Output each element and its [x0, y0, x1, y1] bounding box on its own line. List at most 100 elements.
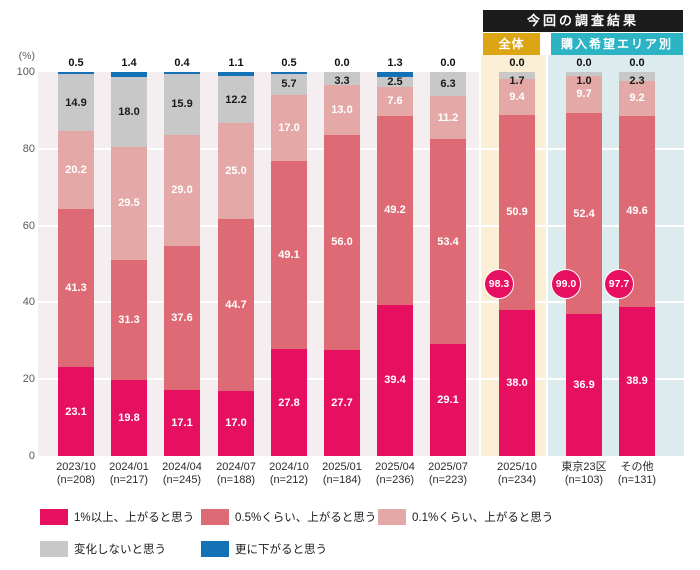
segment-up_1pct [566, 314, 602, 456]
value-label-up_0_5pct: 50.9 [506, 206, 528, 219]
x-axis-label-2025/07: 2025/07 (n=223) [428, 461, 468, 486]
value-label-down: 0.0 [440, 57, 456, 69]
segment-up_0_1pct [566, 75, 602, 114]
value-label-up_0_5pct: 49.2 [384, 204, 406, 217]
value-label-down: 1.3 [387, 57, 403, 69]
x-axis-label-その他: その他 (n=131) [617, 461, 657, 486]
segment-no_change [218, 76, 254, 124]
legend-item-up-1pct: 1%以上、上がると思う [40, 509, 194, 525]
value-label-no_change: 14.9 [65, 96, 87, 109]
total-up-badge: 97.7 [604, 269, 634, 299]
value-label-up_0_5pct: 49.6 [626, 205, 648, 218]
segment-up_1pct [619, 306, 655, 456]
segment-up_0_1pct [377, 86, 413, 116]
value-label-down: 0.5 [281, 57, 297, 69]
value-label-up_0_1pct: 25.0 [225, 165, 247, 178]
value-label-up_0_5pct: 31.3 [118, 313, 140, 326]
segment-up_0_1pct [58, 131, 94, 209]
bar-2025/07: 29.1 53.4 11.2 6.3 0.0 [430, 57, 466, 456]
bar-2024/01: 19.8 31.3 29.5 18.0 1.4 [111, 57, 147, 456]
legend-swatch-up-0-1pct [378, 509, 406, 525]
legend-label: 更に下がると思う [235, 544, 327, 556]
y-axis-tick-60: 60 [22, 219, 35, 232]
segment-up_1pct [430, 344, 466, 456]
legend-label: 1%以上、上がると思う [74, 512, 195, 524]
x-axis-label-2025/10: 2025/10 (n=234) [497, 461, 537, 486]
segment-no_change [566, 72, 602, 76]
segment-no_change [164, 73, 200, 135]
value-label-up_0_5pct: 44.7 [225, 298, 247, 311]
value-label-no_change: 6.3 [440, 78, 456, 91]
value-label-down: 0.0 [509, 57, 525, 69]
value-label-up_0_1pct: 17.0 [278, 122, 300, 135]
bar-東京23区: 36.9 52.4 9.7 1.0 0.0 [566, 57, 602, 456]
value-label-up_0_5pct: 52.4 [573, 207, 595, 220]
y-axis-tick-80: 80 [22, 142, 35, 155]
x-axis-label-2024/10: 2024/10 (n=212) [269, 461, 309, 486]
legend-item-no-change: 変化しないと思う [40, 541, 166, 557]
segment-up_0_5pct [164, 245, 200, 391]
value-label-up_1pct: 39.4 [384, 374, 406, 387]
legend-label: 0.5%くらい、上がると思う [235, 512, 377, 524]
segment-no_change [499, 72, 535, 79]
value-label-up_1pct: 38.0 [506, 377, 528, 390]
legend-swatch-up-1pct [40, 509, 68, 525]
y-axis-tick-20: 20 [22, 373, 35, 386]
segment-no_change [377, 77, 413, 87]
segment-up_1pct [164, 390, 200, 456]
value-label-down: 0.5 [68, 57, 84, 69]
segment-up_0_1pct [271, 95, 307, 161]
segment-up_1pct [271, 349, 307, 456]
y-axis-tick-100: 100 [16, 66, 35, 78]
value-label-up_1pct: 23.1 [65, 405, 87, 418]
value-label-up_1pct: 29.1 [437, 394, 459, 407]
segment-up_1pct [377, 304, 413, 456]
bar-2024/10: 27.8 49.1 17.0 5.7 0.5 [271, 57, 307, 456]
value-label-up_0_5pct: 41.3 [65, 282, 87, 294]
legend-swatch-up-0-5pct [201, 509, 229, 525]
segment-up_0_5pct [271, 160, 307, 350]
segment-up_0_1pct [164, 134, 200, 246]
value-label-no_change: 5.7 [281, 78, 297, 91]
x-axis-label-東京23区: 東京23区 (n=103) [561, 461, 607, 486]
value-label-up_0_1pct: 9.7 [576, 88, 592, 101]
value-label-up_0_1pct: 11.2 [437, 111, 459, 124]
segment-up_0_1pct [619, 80, 655, 117]
y-axis-tick-0: 0 [28, 450, 35, 462]
x-axis-label-2024/04: 2024/04 (n=245) [162, 461, 202, 486]
value-label-up_0_5pct: 37.6 [171, 312, 193, 325]
segment-down [271, 71, 307, 74]
gridline-60 [38, 224, 684, 227]
value-label-down: 0.0 [576, 57, 592, 69]
legend-swatch-down [201, 541, 229, 557]
value-label-up_1pct: 19.8 [118, 411, 140, 424]
y-axis-tick-40: 40 [22, 296, 35, 309]
segment-no_change [619, 72, 655, 81]
bar-2025/04: 39.4 49.2 7.6 2.5 1.3 [377, 57, 413, 456]
bar-2023/10: 23.1 41.3 20.2 14.9 0.5 [58, 57, 94, 456]
bar-2024/04: 17.1 37.6 29.0 15.9 0.4 [164, 57, 200, 456]
segment-up_1pct [218, 390, 254, 456]
value-label-down: 0.0 [629, 57, 645, 69]
segment-up_0_5pct [430, 139, 466, 345]
value-label-up_0_1pct: 20.2 [65, 163, 87, 176]
x-axis-label-2024/07: 2024/07 (n=188) [216, 461, 256, 486]
x-axis-label-2025/04: 2025/04 (n=236) [375, 461, 415, 486]
legend-label: 変化しないと思う [74, 544, 166, 556]
segment-no_change [111, 77, 147, 147]
segment-up_1pct [324, 349, 360, 456]
value-label-up_0_1pct: 9.2 [629, 92, 645, 105]
value-label-up_1pct: 36.9 [573, 379, 595, 392]
value-label-no_change: 1.7 [509, 75, 525, 87]
x-axis-label-2023/10: 2023/10 (n=208) [56, 461, 96, 486]
segment-up_1pct [499, 310, 535, 456]
x-axis-label-2025/01: 2025/01 (n=184) [322, 461, 362, 486]
value-label-no_change: 12.2 [225, 93, 247, 106]
legend-item-up-0-1pct: 0.1%くらい、上がると思う [378, 509, 553, 525]
segment-up_0_5pct [377, 115, 413, 305]
segment-up_0_5pct [324, 134, 360, 350]
segment-no_change [430, 72, 466, 97]
value-label-no_change: 3.3 [334, 75, 350, 87]
total-up-badge: 98.3 [484, 269, 514, 299]
